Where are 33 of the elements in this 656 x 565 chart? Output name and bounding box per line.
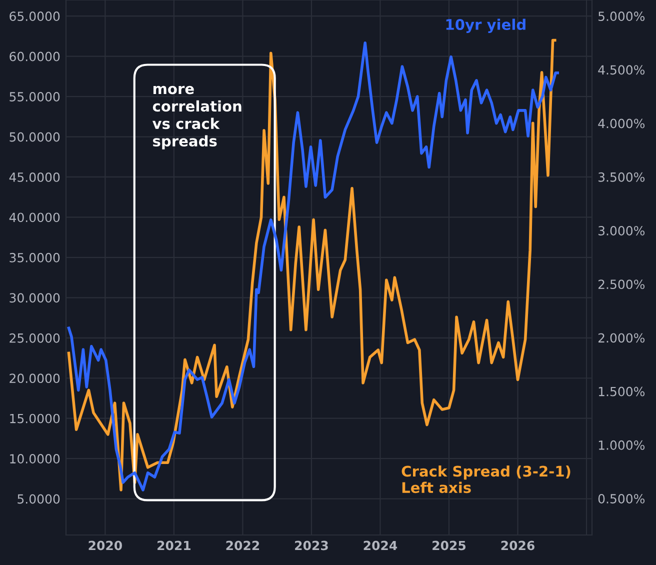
y-tick-label: 5.0000 (18, 494, 60, 504)
text: Crack Spread (3-2-1) Left axis (402, 465, 570, 494)
y-tick-label: 15.0000 (10, 414, 60, 424)
y2-tick-label: 5.000% (598, 12, 645, 22)
annotation: more correlation vs crack spreads (152, 86, 242, 150)
x-tick-label: 2025 (432, 540, 466, 550)
y2-tick-label: 0.500% (598, 494, 645, 504)
y-tick-label: 50.0000 (10, 132, 60, 142)
series-label: 10yr yield (446, 18, 526, 33)
y2-tick-label: 4.500% (598, 65, 645, 75)
y2-tick-label: 2.000% (598, 333, 645, 343)
y-tick-label: 30.0000 (10, 293, 60, 303)
y2-tick-label: 3.000% (598, 226, 645, 236)
x-tick-label: 2022 (226, 540, 260, 550)
x-tick-label: 2026 (501, 540, 534, 550)
x-tick-label: 2021 (158, 540, 190, 550)
y-tick-label: 40.0000 (9, 212, 60, 222)
y-tick-label: 35.0000 (10, 252, 60, 262)
y-tick-label: 45.0000 (9, 172, 60, 182)
y2-tick-label: 3.500% (598, 172, 645, 182)
x-tick-label: 2024 (364, 540, 398, 550)
y2-tick-label: 4.000% (598, 118, 645, 128)
x-tick-label: 2023 (295, 540, 328, 550)
y-tick-label: 25.0000 (10, 333, 60, 343)
y-tick-label: 20.0000 (10, 374, 60, 384)
y2-tick-label: 2.500% (598, 280, 645, 290)
x-tick-label: 2020 (88, 540, 122, 550)
y-tick-label: 55.0000 (10, 92, 60, 102)
y2-tick-label: 1.000% (598, 440, 645, 450)
y2-tick-label: 1.500% (598, 386, 645, 396)
y-tick-label: 10.0000 (10, 454, 60, 464)
y-tick-label: 60.0000 (10, 52, 60, 62)
y-tick-label: 65.0000 (10, 12, 60, 22)
